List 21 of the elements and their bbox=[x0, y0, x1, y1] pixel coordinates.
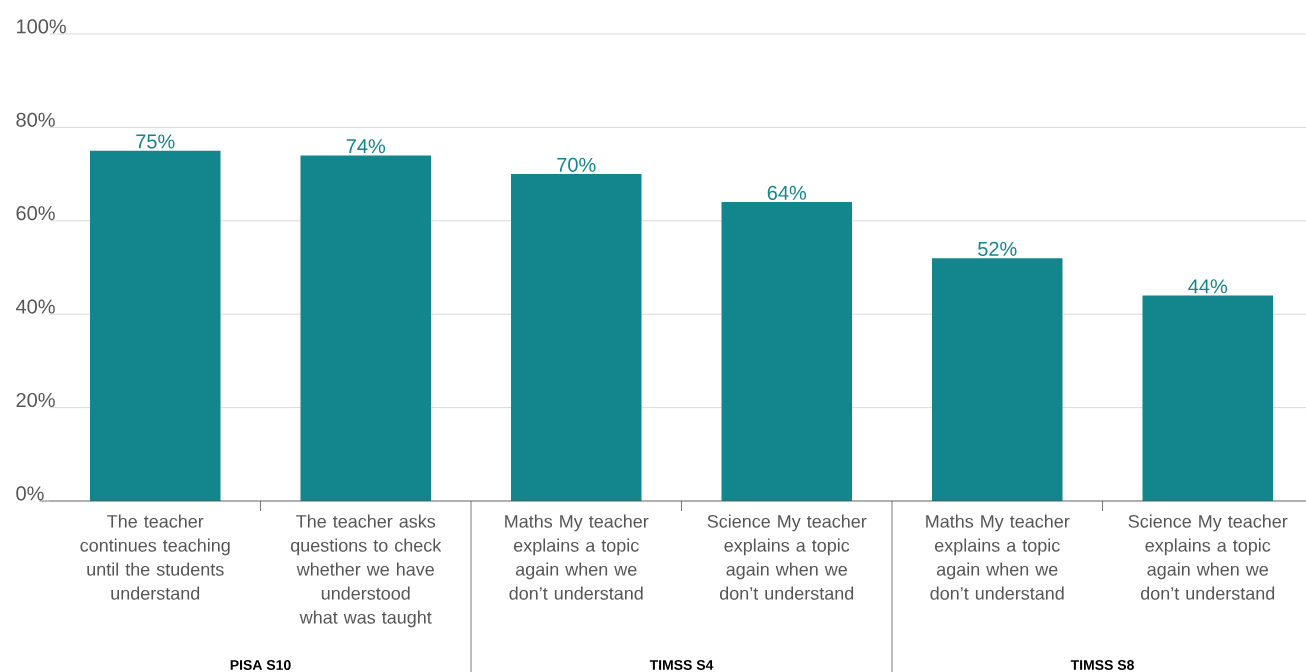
x-tick-label: Science My teacher explains a topic again when we don’t understand bbox=[1128, 514, 1288, 600]
data-label: 70% bbox=[557, 157, 596, 172]
x-tick-label: The teacher continues teaching until the students understand bbox=[80, 514, 230, 600]
data-label: 74% bbox=[346, 139, 386, 154]
data-label: 44% bbox=[1188, 279, 1228, 294]
y-tick-label: 0% bbox=[16, 486, 44, 501]
text: PISA S10 bbox=[230, 660, 291, 670]
text: TIMSS S4 bbox=[649, 660, 714, 670]
x-tick-label: Science My teacher explains a topic again when we don’t understand bbox=[707, 514, 867, 600]
data-label: 52% bbox=[978, 241, 1017, 256]
y-tick-label: 60% bbox=[16, 206, 55, 221]
x-tick-label: The teacher asks questions to check whether we have understood what was taught bbox=[290, 514, 442, 628]
x-tick-label: Maths My teacher explains a topic again when we don’t understand bbox=[926, 514, 1070, 600]
data-label: 64% bbox=[767, 185, 807, 200]
y-tick-label: 40% bbox=[15, 299, 55, 314]
x-tick-label: Maths My teacher explains a topic again when we don’t understand bbox=[505, 514, 649, 600]
y-tick-label: 20% bbox=[16, 392, 55, 408]
data-label: 75% bbox=[136, 134, 175, 149]
text: TIMSS S8 bbox=[1070, 660, 1134, 670]
y-tick-label: 80% bbox=[16, 112, 55, 127]
y-tick-label: 100% bbox=[17, 19, 66, 34]
